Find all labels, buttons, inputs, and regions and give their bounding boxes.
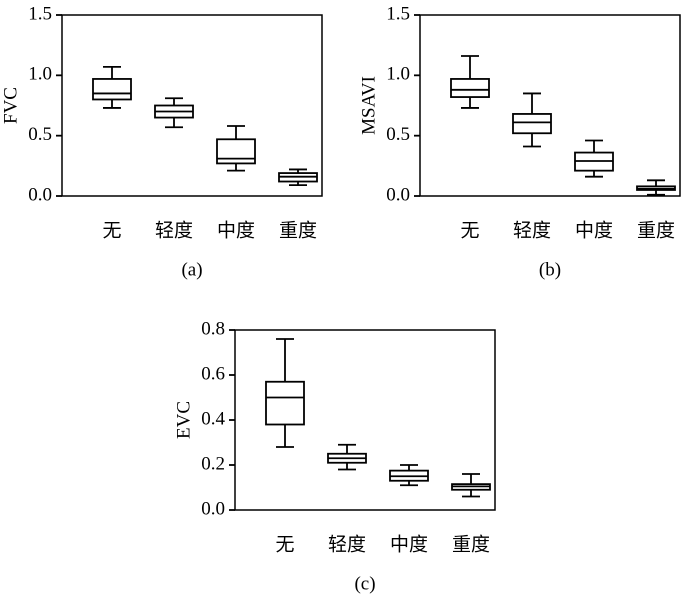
y-axis-label: MSAVI — [358, 76, 379, 135]
y-tick-label: 0.2 — [201, 453, 225, 474]
y-axis-label: FVC — [0, 87, 21, 124]
y-tick-label: 0.4 — [201, 408, 225, 429]
box — [512, 113, 552, 135]
y-tick-label: 0.0 — [28, 184, 52, 205]
y-tick-label: 1.5 — [28, 3, 52, 24]
caption: (c) — [354, 573, 375, 594]
x-tick-label: 重度 — [637, 219, 675, 241]
x-tick-label: 轻度 — [513, 219, 551, 241]
plot-frame — [419, 14, 681, 197]
x-tick-label: 无 — [275, 534, 294, 555]
y-axis-label: EVC — [173, 401, 194, 439]
x-tick-label: 轻度 — [328, 533, 366, 555]
x-tick-label: 轻度 — [155, 219, 193, 241]
x-tick-label: 无 — [102, 220, 121, 241]
box — [216, 138, 256, 165]
y-tick-label: 0.8 — [201, 318, 225, 339]
box — [450, 78, 490, 98]
y-tick-label: 0.6 — [201, 363, 225, 384]
x-tick-label: 中度 — [575, 219, 613, 241]
y-tick-label: 1.5 — [386, 3, 410, 24]
x-tick-label: 无 — [460, 220, 479, 241]
x-tick-label: 重度 — [452, 533, 490, 555]
y-tick-label: 0.0 — [201, 498, 225, 519]
y-tick-label: 1.0 — [386, 64, 410, 85]
x-tick-label: 重度 — [279, 219, 317, 241]
y-tick-label: 0.5 — [28, 124, 52, 145]
box — [265, 380, 305, 426]
plot-frame — [61, 14, 323, 197]
caption: (b) — [539, 259, 561, 280]
y-tick-label: 0.5 — [386, 124, 410, 145]
x-tick-label: 中度 — [217, 219, 255, 241]
x-tick-label: 中度 — [390, 533, 428, 555]
box — [92, 78, 132, 101]
y-tick-label: 1.0 — [28, 64, 52, 85]
caption: (a) — [181, 259, 202, 280]
y-tick-label: 0.0 — [386, 184, 410, 205]
